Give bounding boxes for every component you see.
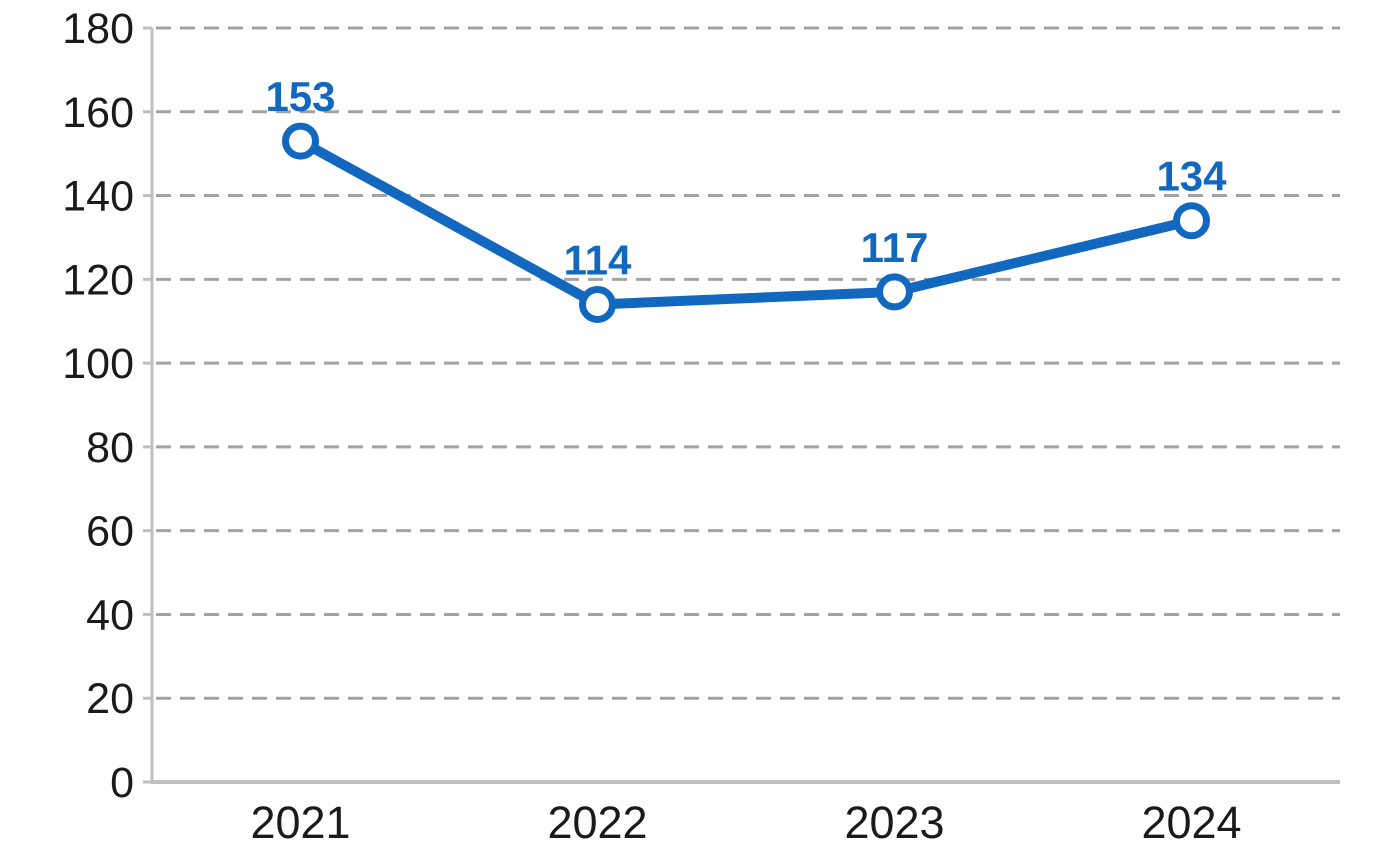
x-tick-label: 2021 [250,797,350,848]
x-tick-label: 2024 [1141,797,1241,848]
y-tick-label: 160 [62,89,134,137]
y-tick-label: 0 [110,759,134,807]
data-point-label: 134 [1156,153,1227,200]
y-tick-label: 20 [86,675,134,723]
x-tick-label: 2022 [547,797,647,848]
data-point-marker [1173,202,1210,240]
y-tick-label: 140 [62,173,134,221]
y-tick-label: 80 [86,424,134,472]
data-point-label: 117 [861,224,929,271]
y-tick-label: 120 [62,256,134,304]
data-point-label: 153 [265,73,335,120]
x-tick-label: 2023 [844,797,944,848]
y-tick-label: 60 [86,508,134,556]
data-point-marker [579,285,616,323]
data-point-marker [876,273,913,311]
y-tick-label: 40 [86,591,134,639]
series-line [295,136,1197,310]
y-tick-label: 180 [62,5,134,53]
data-point-label: 114 [564,236,632,283]
data-point-marker [282,122,319,160]
y-tick-label: 100 [62,340,134,388]
